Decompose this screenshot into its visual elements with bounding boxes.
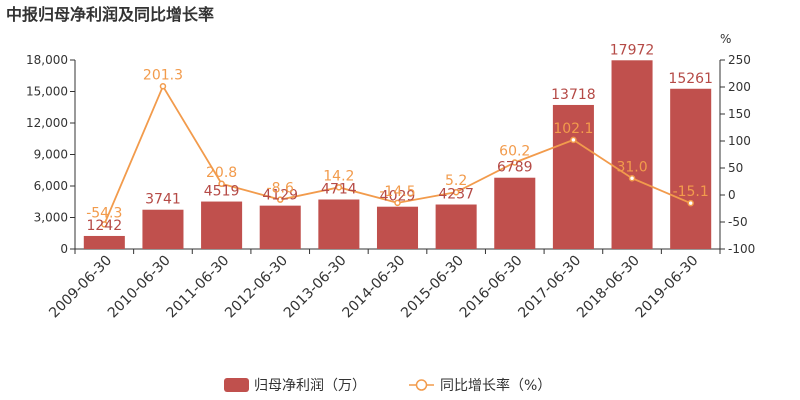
- growth-value-label: 14.2: [323, 168, 354, 184]
- legend: 归母净利润（万） 同比增长率（%）: [224, 377, 551, 394]
- right-axis-tick-label: 150: [728, 107, 751, 121]
- growth-point: [394, 199, 401, 207]
- left-axis-tick-label: 15,000: [26, 85, 68, 99]
- left-axis-tick-label: 9,000: [34, 148, 68, 162]
- right-axis-tick-label: 200: [728, 80, 751, 94]
- bar: [83, 235, 125, 249]
- growth-point: [511, 159, 519, 166]
- left-axis-tick-label: 18,000: [26, 53, 68, 67]
- bar: [318, 199, 360, 249]
- bar-value-label: 6789: [497, 160, 533, 176]
- growth-value-label: 31.0: [616, 159, 647, 175]
- bar-value-label: 4029: [380, 189, 416, 205]
- bar: [376, 206, 419, 249]
- x-axis: 2009-06-302010-06-302011-06-302012-06-30…: [46, 248, 721, 322]
- bar: [201, 201, 243, 249]
- growth-point: [101, 221, 108, 228]
- x-axis-tick-label: 2019-06-30: [633, 253, 702, 322]
- growth-point: [687, 199, 694, 207]
- bar: [611, 60, 653, 249]
- bar-series: [83, 60, 712, 250]
- bar-value-label: 1242: [86, 218, 122, 234]
- bar-value-label: 13718: [551, 87, 596, 103]
- left-axis-tick-label: 3,000: [34, 211, 68, 225]
- bar: [552, 104, 594, 249]
- line-labels: -54.3 201.3 20.8 -8.6 14.2 -14.5 5.2 60.2 102.1 3…: [86, 67, 709, 221]
- growth-point: [159, 83, 167, 90]
- growth-point: [276, 196, 284, 203]
- legend-line-marker: [415, 379, 428, 391]
- legend-bar-swatch: [224, 378, 249, 392]
- growth-value-label: -15.1: [673, 184, 709, 200]
- right-axis: -100 -50 0 50 100 150 200 250: [719, 53, 755, 256]
- bar: [142, 209, 184, 249]
- bar: [259, 205, 301, 249]
- growth-value-label: -14.5: [379, 184, 415, 200]
- right-axis-tick-label: 100: [728, 134, 751, 148]
- right-axis-tick-label: 0: [728, 188, 736, 202]
- growth-value-label: 201.3: [143, 67, 183, 83]
- bar: [670, 88, 712, 250]
- growth-point: [218, 180, 225, 188]
- bar-value-label: 15261: [668, 71, 713, 87]
- growth-point: [628, 175, 636, 182]
- chart-title: 中报归母净利润及同比增长率: [6, 5, 214, 24]
- bar: [494, 177, 536, 249]
- growth-value-label: 20.8: [206, 165, 237, 181]
- growth-point: [452, 188, 460, 196]
- right-axis-tick-label: -100: [728, 242, 755, 256]
- left-axis-tick-label: 6,000: [34, 179, 68, 193]
- right-axis-tick-label: 250: [728, 53, 751, 67]
- growth-value-label: 5.2: [445, 173, 467, 189]
- growth-value-label: 102.1: [553, 121, 593, 137]
- growth-point: [570, 136, 577, 144]
- right-axis-unit-label: %: [720, 32, 731, 46]
- right-axis-tick-label: -50: [728, 215, 748, 229]
- growth-value-label: 60.2: [499, 143, 530, 159]
- bar-labels: 1242 3741 4519 4129 4714 4029 4237 6789 13718 179…: [86, 42, 712, 234]
- legend-line-label: 同比增长率（%）: [440, 377, 551, 394]
- bar-value-label: 4129: [262, 188, 298, 204]
- line-series: [101, 83, 694, 228]
- bar-value-label: 3741: [145, 192, 181, 208]
- bar-value-label: 4237: [438, 187, 474, 203]
- growth-point: [335, 184, 343, 191]
- bar-value-label: 17972: [610, 42, 655, 58]
- growth-value-label: -8.6: [267, 181, 294, 197]
- left-axis-tick-label: 12,000: [26, 116, 68, 130]
- bar: [435, 204, 477, 249]
- bar-value-label: 4714: [321, 182, 357, 198]
- legend-bar-label: 归母净利润（万）: [254, 377, 366, 394]
- left-axis-tick-label: 0: [60, 242, 68, 256]
- right-axis-tick-label: 50: [728, 161, 743, 175]
- left-axis: 0 3,000 6,000 9,000 12,000 15,000 18,000: [26, 53, 76, 256]
- bar-value-label: 4519: [204, 184, 240, 200]
- growth-value-label: -54.3: [86, 205, 122, 221]
